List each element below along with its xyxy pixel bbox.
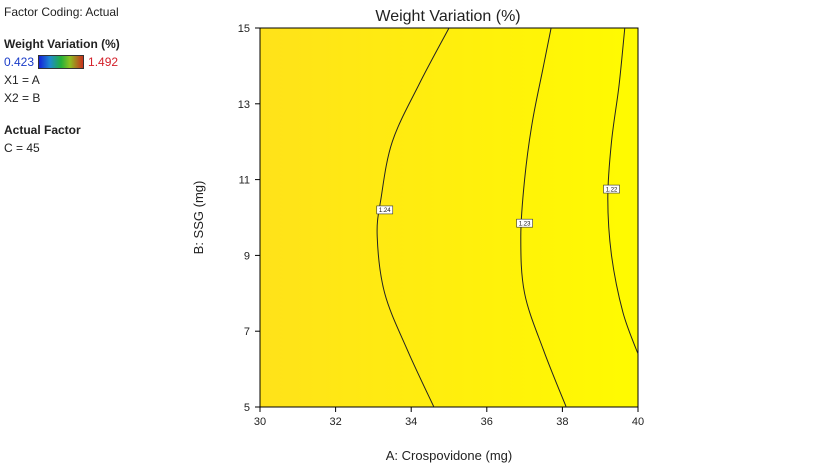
contour-label-0: 1.24: [379, 208, 391, 214]
contour-label-box-2: [603, 184, 620, 194]
actual-factor-title: Actual Factor: [4, 123, 81, 137]
x-tick-label-5: 40: [632, 416, 644, 428]
contour-label-box-0: [376, 205, 394, 215]
x2-mapping: X2 = B: [4, 91, 41, 105]
contour-label-box-1: [516, 218, 533, 228]
contour-line-2: [607, 27, 639, 355]
color-legend: 0.423 1.492: [4, 53, 184, 71]
y-tick-label-2: 9: [244, 250, 250, 262]
x-tick-label-1: 32: [329, 416, 341, 428]
legend-min-value: 0.423: [4, 55, 35, 69]
x1-mapping: X1 = A: [4, 73, 40, 87]
contour-line-1: [520, 27, 567, 408]
x-axis-label: A: Crospovidone (mg): [386, 448, 512, 463]
x-tick-label-2: 34: [405, 416, 417, 428]
y-tick-label-0: 5: [244, 402, 250, 414]
contour-label-2: 1.22: [606, 187, 618, 193]
response-title: Weight Variation (%): [4, 37, 120, 51]
legend-gradient: [38, 55, 85, 69]
y-axis-label: B: SSG (mg): [191, 181, 206, 255]
actual-factor-value: C = 45: [4, 141, 40, 155]
plot-area: [259, 27, 639, 408]
factor-coding-label: Factor Coding: Actual: [4, 5, 119, 19]
legend-max-value: 1.492: [88, 55, 119, 69]
chart-title: Weight Variation (%): [375, 8, 520, 25]
y-tick-label-5: 15: [238, 23, 250, 35]
factor-info-panel: Factor Coding: Actual Weight Variation (…: [4, 3, 184, 157]
y-tick-label-4: 13: [238, 99, 250, 111]
x-tick-label-3: 36: [481, 416, 493, 428]
y-tick-label-1: 7: [244, 326, 250, 338]
contour-label-1: 1.23: [519, 221, 531, 227]
y-tick-label-3: 11: [239, 175, 250, 187]
x-tick-label-0: 30: [254, 416, 266, 428]
contour-line-0: [376, 27, 450, 408]
x-tick-label-4: 38: [556, 416, 568, 428]
